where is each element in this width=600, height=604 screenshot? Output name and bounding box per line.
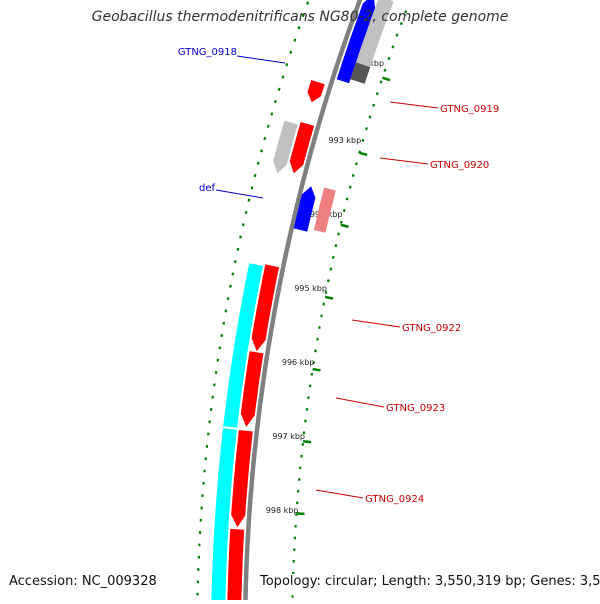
kbp-tick-mark <box>303 441 311 442</box>
inner-ring-dot <box>275 100 276 103</box>
outer-ring-dot <box>347 198 348 201</box>
inner-ring-dot <box>252 186 253 189</box>
outer-ring-dot <box>381 81 382 84</box>
inner-ring-dot <box>243 223 244 226</box>
map-title: Geobacillus thermodenitrificans NG80-2, … <box>0 9 600 25</box>
inner-ring-dot <box>238 248 239 251</box>
inner-ring-dot <box>233 273 234 276</box>
gene-label: GTNG_0920 <box>430 160 489 171</box>
inner-ring-dot <box>271 113 272 116</box>
inner-ring-dot <box>258 162 259 165</box>
inner-ring-dot <box>290 51 291 54</box>
outer-ring-dot <box>373 104 374 107</box>
inner-ring-dot <box>299 26 300 29</box>
reverse-cds-gtng-0919 <box>308 80 325 102</box>
inner-ring-dot <box>249 199 250 202</box>
gene-leader-line <box>380 158 428 164</box>
gene-label: GTNG_0922 <box>402 323 461 334</box>
outer-ring-dot <box>341 221 342 224</box>
inner-ring-dot <box>282 76 283 79</box>
gene-label: def <box>199 183 216 194</box>
inner-ring-dot <box>235 260 236 263</box>
inner-ring-dot <box>255 174 256 177</box>
outer-ring-dot <box>397 34 398 37</box>
inner-ring-dot <box>240 236 241 239</box>
gene-leader-line <box>237 56 285 63</box>
kbp-tick-mark <box>359 153 367 155</box>
outer-ring-dot <box>350 186 351 189</box>
kbp-tick-label: 993 kbp <box>329 136 362 145</box>
genome-stats-label: Topology: circular; Length: 3,550,319 bp… <box>260 574 600 589</box>
inner-ring-dot <box>294 39 295 42</box>
gene-leader-line <box>216 190 263 198</box>
inner-ring-dot <box>230 285 231 288</box>
outer-ring-dot <box>363 139 364 142</box>
outer-ring-dot <box>336 244 337 247</box>
outer-ring-dot <box>393 46 394 49</box>
outer-ring-dot <box>338 233 339 236</box>
outer-ring-dot <box>388 57 389 60</box>
inner-ring-dot <box>264 137 265 140</box>
reverse-cds-partial <box>227 529 244 600</box>
kbp-tick-mark <box>382 78 390 81</box>
inner-ring-dot <box>246 211 247 214</box>
outer-ring-dot <box>370 116 371 119</box>
gene-leader-line <box>352 320 400 327</box>
inner-ring-dot <box>286 63 287 66</box>
outer-ring-dot <box>385 69 386 72</box>
inner-ring-dot <box>307 2 308 5</box>
kbp-tick-label: 998 kbp <box>266 506 299 515</box>
accession-label: Accession: NC_009328 <box>9 574 157 589</box>
kbp-tick-label: 997 kbp <box>272 432 305 441</box>
gene-leader-line <box>336 398 384 407</box>
gene-label: GTNG_0923 <box>386 403 445 414</box>
gene-leader-line <box>390 102 438 108</box>
gene-leader-line <box>316 490 363 498</box>
kbp-tick-label: 995 kbp <box>294 284 327 293</box>
outer-ring-dot <box>356 163 357 166</box>
kbp-tick-mark <box>341 225 349 227</box>
gene-label: GTNG_0919 <box>440 104 499 115</box>
outer-ring-dot <box>328 279 329 282</box>
gene-label: GTNG_0918 <box>178 47 237 58</box>
kbp-tick-label: 996 kbp <box>282 358 315 367</box>
outer-ring-dot <box>333 256 334 259</box>
outer-ring-dot <box>344 209 345 212</box>
kbp-tick-mark <box>313 369 321 370</box>
kbp-tick-mark <box>325 297 333 299</box>
outer-ring-dot <box>331 268 332 271</box>
outer-ring-dot <box>353 174 354 177</box>
outer-ring-dot <box>366 127 367 130</box>
inner-ring-dot <box>268 125 269 128</box>
gene-label: GTNG_0924 <box>365 494 424 505</box>
inner-ring-dot <box>261 150 262 153</box>
inner-ring-dot <box>279 88 280 91</box>
outer-ring-dot <box>377 92 378 95</box>
